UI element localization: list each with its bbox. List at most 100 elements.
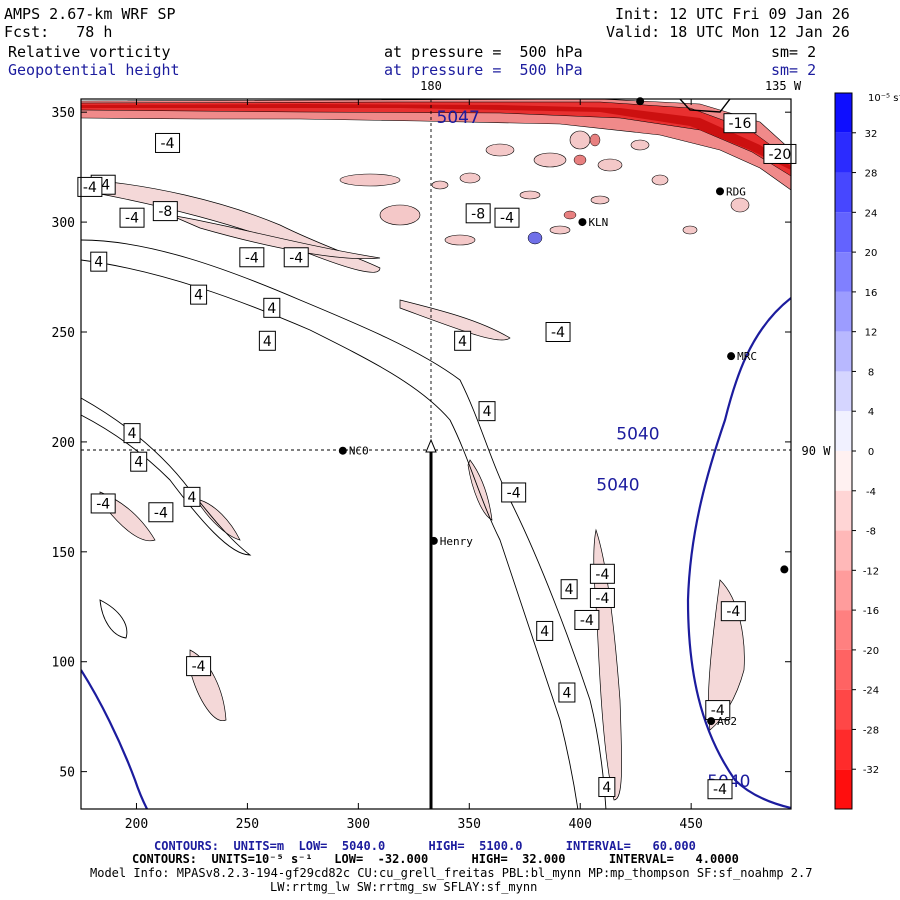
vorticity-label: -4 xyxy=(155,132,181,153)
height-contour-label: 5040 xyxy=(596,475,639,495)
vorticity-label: -4 xyxy=(589,563,615,584)
station-label: MRC xyxy=(737,350,757,363)
vorticity-label: -4 xyxy=(119,207,145,228)
station-marker: A62 xyxy=(707,715,737,728)
coastline xyxy=(679,99,731,113)
vorticity-band-top xyxy=(81,99,791,191)
colorbar-bin xyxy=(835,769,852,809)
colorbar-tick-label: 0 xyxy=(868,447,874,458)
map-layer xyxy=(81,99,791,809)
vorticity-label: -8 xyxy=(465,203,491,224)
vorticity-label: 4 xyxy=(598,777,616,798)
station-marker: RDG xyxy=(716,185,746,198)
station-marker xyxy=(780,565,789,574)
y-tick-label: 50 xyxy=(59,766,75,781)
svg-text:-4: -4 xyxy=(711,703,725,719)
vorticity-label: 4 xyxy=(263,297,281,318)
colorbar-bin xyxy=(835,252,852,292)
y-axis: 50 100 150 200 250 300 350 xyxy=(52,106,791,781)
vorticity-positive-lines xyxy=(81,239,607,809)
colorbar-bin xyxy=(835,291,852,332)
colorbar-tick-label: -4 xyxy=(866,487,876,498)
plot-frame xyxy=(80,98,792,810)
svg-text:-4: -4 xyxy=(595,567,609,583)
vorticity-label: 4 xyxy=(258,330,276,351)
vorticity-label: 4 xyxy=(536,620,554,641)
colorbar-bin xyxy=(835,411,852,451)
vorticity-label: -4 xyxy=(283,247,309,268)
colorbar-bin xyxy=(835,331,852,372)
vorticity-label: 4 xyxy=(123,423,141,444)
model-title: AMPS 2.67-km WRF SP xyxy=(4,5,176,23)
svg-text:4: 4 xyxy=(128,426,137,442)
colorbar-bin xyxy=(835,371,852,412)
colorbar-bin xyxy=(835,132,852,173)
colorbar-bin xyxy=(835,530,852,571)
vorticity-label: -4 xyxy=(707,779,733,800)
vorticity-label: -4 xyxy=(494,207,520,228)
vorticity-label: -4 xyxy=(545,322,571,343)
svg-text:4: 4 xyxy=(540,624,549,640)
x-tick-label: 450 xyxy=(679,817,702,832)
y-tick-label: 350 xyxy=(52,106,75,121)
vorticity-label: -4 xyxy=(77,176,103,197)
vorticity-label: -4 xyxy=(501,482,527,503)
colorbar-tick-label: 20 xyxy=(865,248,878,259)
vorticity-label: -4 xyxy=(574,609,600,630)
colorbar-bin xyxy=(835,570,852,611)
field1-level: at pressure = 500 hPa xyxy=(384,43,583,61)
svg-text:-4: -4 xyxy=(713,782,727,798)
station-marker xyxy=(636,97,645,106)
svg-text:-4: -4 xyxy=(500,211,514,227)
colorbar-bin xyxy=(835,729,852,770)
init-time: Init: 12 UTC Fri 09 Jan 26 xyxy=(615,5,850,23)
svg-text:-4: -4 xyxy=(507,485,521,501)
svg-text:-4: -4 xyxy=(726,604,740,620)
height-labels: 5047504050405040 xyxy=(437,108,751,792)
svg-text:-4: -4 xyxy=(595,591,609,607)
x-tick-label: 200 xyxy=(125,817,148,832)
colorbar-tick-label: -20 xyxy=(863,646,879,657)
x-tick-label: 350 xyxy=(458,817,481,832)
vorticity-label: 4 xyxy=(454,330,472,351)
colorbar-tick-label: 16 xyxy=(865,288,878,299)
model-info-physics: LW:rrtmg_lw SW:rrtmg_sw SFLAY:sf_mynn xyxy=(270,880,538,894)
svg-text:4: 4 xyxy=(458,334,467,350)
vorticity-label: -4 xyxy=(720,601,746,622)
vorticity-label: -4 xyxy=(186,656,212,677)
height-contour-info: CONTOURS: UNITS=m LOW= 5040.0 HIGH= 5100… xyxy=(154,839,696,853)
vorticity-label: 4 xyxy=(130,451,148,472)
grid-right-label-90w: 90 W xyxy=(802,444,832,458)
height-contour-label: 5047 xyxy=(437,108,480,128)
colorbar-bin xyxy=(835,212,852,253)
svg-text:4: 4 xyxy=(562,685,571,701)
vorticity-label: 4 xyxy=(90,251,108,272)
model-info: Model Info: MPASv8.2.3-194-gf29cd82c CU:… xyxy=(90,866,813,880)
svg-text:4: 4 xyxy=(565,582,574,598)
field2-sm: sm= 2 xyxy=(771,61,817,79)
vorticity-label: -20 xyxy=(763,143,797,164)
station-label: A62 xyxy=(717,715,737,728)
colorbar-tick-label: -32 xyxy=(863,765,879,776)
colorbar-tick-label: 8 xyxy=(868,367,874,378)
vorticity-contour-info: CONTOURS: UNITS=10⁻⁵ s⁻¹ LOW= -32.000 HI… xyxy=(132,852,739,866)
colorbar-bin xyxy=(835,689,852,730)
stations: NCO Henry RDG KLN MRC A62 xyxy=(338,97,789,728)
station-label: RDG xyxy=(726,185,746,198)
forecast-hour: Fcst: 78 h xyxy=(4,23,113,41)
x-axis: 200 250 300 350 400 450 xyxy=(125,99,703,832)
svg-text:-20: -20 xyxy=(768,147,791,163)
valid-time: Valid: 18 UTC Mon 12 Jan 26 xyxy=(606,23,850,41)
colorbar-bin xyxy=(835,451,852,491)
svg-text:-4: -4 xyxy=(96,496,110,512)
colorbar-tick-label: -28 xyxy=(863,725,879,736)
svg-text:4: 4 xyxy=(602,780,611,796)
station-label: Henry xyxy=(440,535,473,548)
svg-text:4: 4 xyxy=(94,255,103,271)
x-tick-label: 400 xyxy=(568,817,591,832)
station-marker: KLN xyxy=(578,216,608,229)
colorbar: 32 28 24 20 16 12 8 4 0 -4 -8 -12 -16 -20 -24 -28 -32 xyxy=(834,92,879,810)
vorticity-cells-positive xyxy=(527,231,543,245)
